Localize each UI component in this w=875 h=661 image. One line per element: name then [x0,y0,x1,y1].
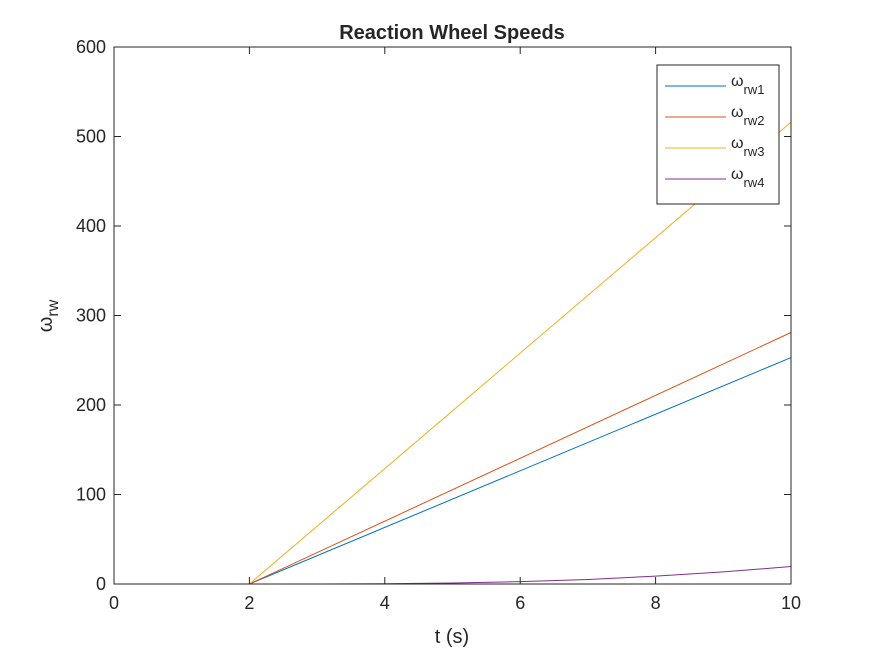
legend-label-rw4: ωrw4 [731,166,764,190]
y-tick-label: 500 [76,127,106,147]
x-tick-label: 2 [244,593,254,613]
legend-label-subscript: rw1 [744,82,765,97]
x-tick-label: 8 [651,593,661,613]
legend-label-rw2: ωrw2 [731,104,764,128]
y-tick-label: 200 [76,395,106,415]
x-tick-label: 4 [380,593,390,613]
legend-label-subscript: rw4 [744,175,765,190]
x-tick-label: 10 [781,593,801,613]
y-tick-label: 600 [76,37,106,57]
y-axis-label-subscript: rw [45,299,62,316]
legend-label-symbol: ω [731,73,744,90]
legend-label-symbol: ω [731,104,744,121]
legend-label-subscript: rw3 [744,144,765,159]
chart-title: Reaction Wheel Speeds [339,22,565,44]
y-tick-label: 0 [96,574,106,594]
y-axis-label-symbol: ω [35,317,57,333]
x-tick-label: 6 [515,593,525,613]
legend-label-rw1: ωrw1 [731,73,764,97]
legend-label-subscript: rw2 [744,113,765,128]
x-tick-label: 0 [109,593,119,613]
y-tick-label: 300 [76,306,106,326]
legend-label-rw3: ωrw3 [731,135,764,159]
legend-label-symbol: ω [731,135,744,152]
legend-label-symbol: ω [731,166,744,183]
y-axis-label: ωrw [35,299,62,332]
y-tick-label: 400 [76,216,106,236]
y-tick-label: 100 [76,485,106,505]
x-axis-label: t (s) [435,626,469,648]
legend-box [656,64,780,205]
